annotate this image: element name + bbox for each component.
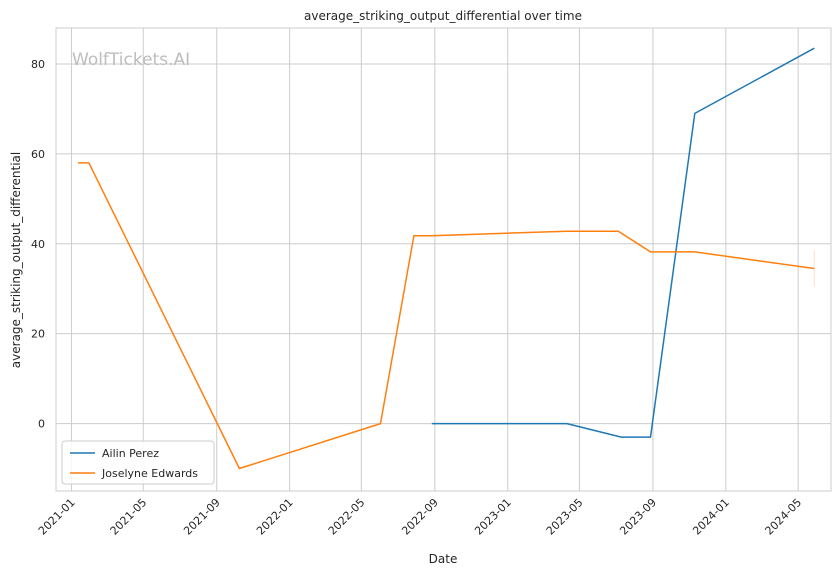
x-tick-label: 2023-01 xyxy=(472,496,514,538)
x-tick-label: 2022-05 xyxy=(326,496,368,538)
watermark-layer: WolfTickets.AI xyxy=(72,50,190,70)
x-tick-label: 2021-09 xyxy=(181,496,223,538)
legend-label-0: Ailin Perez xyxy=(102,447,159,460)
plot-background xyxy=(56,28,831,491)
legend-label-1: Joselyne Edwards xyxy=(101,467,198,480)
series-line-1 xyxy=(78,162,815,470)
y-tick-label: 40 xyxy=(31,238,45,251)
y-axis-ticks: 0 20 40 60 80 xyxy=(31,58,45,431)
chart-title: average_striking_output_differential ove… xyxy=(304,9,582,23)
watermark-text: WolfTickets.AI xyxy=(72,50,190,70)
x-tick-label: 2023-09 xyxy=(617,496,659,538)
gridlines xyxy=(56,28,831,491)
plot-area: WolfTickets.AI xyxy=(55,27,832,492)
y-tick-label: 20 xyxy=(31,328,45,341)
y-tick-label: 0 xyxy=(38,418,45,431)
x-tick-label: 2024-05 xyxy=(763,496,805,538)
x-tick-label: 2024-01 xyxy=(690,496,732,538)
series-line-0 xyxy=(431,47,815,438)
x-tick-label: 2022-01 xyxy=(254,496,296,538)
legend: Ailin Perez Joselyne Edwards xyxy=(61,440,215,485)
x-tick-label: 2021-05 xyxy=(108,496,150,538)
legend-box xyxy=(61,440,215,485)
plot-frame xyxy=(55,27,832,492)
y-axis-label: average_striking_output_differential xyxy=(9,152,23,368)
x-axis-label: Date xyxy=(429,552,458,566)
series-lines xyxy=(78,47,815,470)
x-tick-label: 2023-05 xyxy=(544,496,586,538)
y-tick-label: 60 xyxy=(31,148,45,161)
x-tick-label: 2021-01 xyxy=(36,496,78,538)
x-tick-label: 2022-09 xyxy=(399,496,441,538)
y-tick-label: 80 xyxy=(31,58,45,71)
x-axis-ticks: 2021-01 2021-05 2021-09 2022-01 2022-05 2022-… xyxy=(36,496,804,538)
